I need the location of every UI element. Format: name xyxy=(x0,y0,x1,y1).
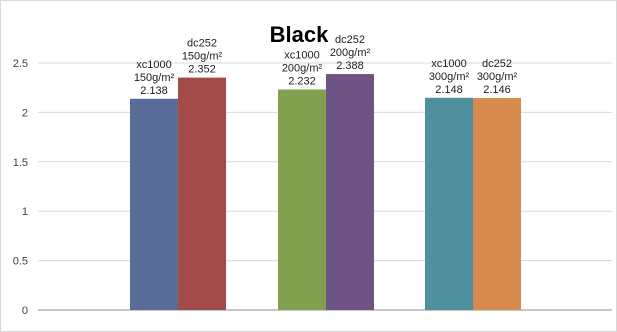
bar-data-label: dc252 200g/m² 2.388 xyxy=(330,34,371,72)
bar-1-2 xyxy=(178,77,226,310)
bars xyxy=(130,74,521,311)
bar-data-label: dc252 300g/m² 2.146 xyxy=(477,58,518,96)
y-tick-label: 0 xyxy=(22,305,28,317)
bar-data-label: xc1000 150g/m² 2.138 xyxy=(134,59,175,97)
y-tick-label: 2.5 xyxy=(13,58,28,70)
y-tick-label: 1 xyxy=(22,206,28,218)
bar-1-1 xyxy=(130,98,178,311)
bar-data-label: xc1000 300g/m² 2.148 xyxy=(429,58,470,96)
bar-2-1 xyxy=(278,89,326,311)
bar-2-2 xyxy=(326,74,374,310)
bar-3-2 xyxy=(473,97,521,311)
chart-title: Black xyxy=(270,22,329,47)
y-tick-label: 0.5 xyxy=(13,256,28,268)
y-tick-label: 1.5 xyxy=(13,157,28,169)
bar-data-label: xc1000 200g/m² 2.232 xyxy=(282,49,323,87)
bar-data-label: dc252 150g/m² 2.352 xyxy=(182,38,223,76)
y-axis-ticks: 0 0.5 1 1.5 2 2.5 xyxy=(13,58,28,317)
bar-3-1 xyxy=(425,97,473,310)
y-tick-label: 2 xyxy=(22,107,28,119)
